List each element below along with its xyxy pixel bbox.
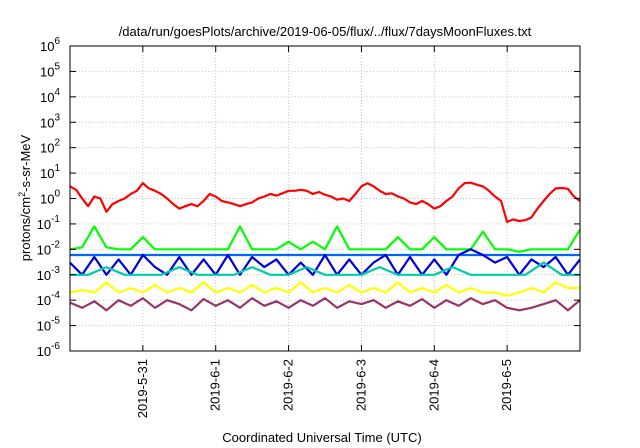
y-tick-label-base: 10 (40, 115, 54, 130)
y-tick-label: 102 (40, 138, 60, 156)
y-tick-label-base: 10 (37, 268, 51, 283)
chart-title: /data/run/goesPlots/archive/2019-06-05/f… (119, 24, 532, 39)
y-tick-label: 10-3 (37, 265, 61, 283)
x-tick-label: 2019-5-31 (135, 359, 150, 418)
x-tick-label: 2019-6-3 (353, 359, 368, 411)
y-tick-label-exponent: -5 (51, 316, 60, 327)
y-tick-label-base: 10 (40, 141, 54, 156)
y-axis-title-rest: -s-sr-MeV (18, 134, 33, 191)
y-tick-label-exponent: 0 (54, 189, 60, 200)
y-tick-label: 10-6 (37, 341, 61, 359)
y-tick-label-base: 10 (37, 242, 51, 257)
x-tick-label: 2019-6-1 (208, 359, 223, 411)
y-tick-label-base: 10 (37, 344, 51, 359)
y-tick-label: 106 (40, 36, 60, 54)
y-tick-label-exponent: -1 (51, 214, 60, 225)
y-tick-label-base: 10 (40, 39, 54, 54)
series-line-6 (69, 281, 580, 297)
y-tick-label-base: 10 (37, 217, 51, 232)
y-tick-label: 10-5 (37, 316, 61, 334)
series-line-2 (69, 225, 581, 253)
y-tick-label-exponent: -2 (51, 239, 60, 250)
series-line-5 (70, 261, 580, 276)
series-lines (69, 181, 581, 312)
y-tick-label-base: 10 (37, 319, 51, 334)
y-tick-label-base: 10 (40, 166, 54, 181)
y-tick-label-base: 10 (40, 192, 54, 207)
y-tick-label-exponent: 5 (54, 61, 60, 72)
series-line-1 (69, 181, 581, 223)
y-tick-label-exponent: 1 (54, 163, 60, 174)
y-tick-label: 100 (40, 189, 60, 207)
x-tick-label: 2019-6-2 (281, 359, 296, 411)
y-tick-label-exponent: -3 (51, 265, 60, 276)
y-tick-label: 10-2 (37, 239, 61, 257)
x-tick-label: 2019-6-5 (499, 359, 514, 411)
y-tick-label-exponent: 3 (54, 112, 60, 123)
y-tick-label: 10-4 (37, 290, 61, 308)
y-tick-label-exponent: 2 (54, 138, 60, 149)
y-tick-label-base: 10 (40, 90, 54, 105)
y-tick-label: 101 (40, 163, 60, 181)
y-tick-label-exponent: 4 (54, 87, 60, 98)
y-tick-label-exponent: -6 (51, 341, 60, 352)
y-tick-label: 105 (40, 61, 60, 79)
y-axis-title-sup: 2 (17, 192, 27, 197)
y-tick-label-base: 10 (40, 64, 54, 79)
y-tick-label: 10-1 (37, 214, 61, 232)
y-tick-label-base: 10 (37, 293, 51, 308)
x-axis-title: Coordinated Universal Time (UTC) (222, 430, 421, 445)
y-tick-label: 103 (40, 112, 60, 130)
x-tick-label: 2019-6-4 (426, 359, 441, 411)
x-axis: 2019-5-31 2019-6-1 2019-6-2 2019-6-3 2019-6-… (135, 46, 514, 418)
y-tick-label-exponent: 6 (54, 36, 60, 47)
y-axis-title: protons/cm2-s-sr-MeV (17, 134, 33, 261)
y-axis: 10-610-510-410-310-210-11001011021031041… (37, 36, 580, 359)
y-tick-label: 104 (40, 87, 60, 105)
y-tick-label-exponent: -4 (51, 290, 60, 301)
series-line-7 (69, 297, 581, 312)
series-line-4 (69, 248, 581, 276)
y-axis-title-base: protons/cm (18, 197, 33, 261)
